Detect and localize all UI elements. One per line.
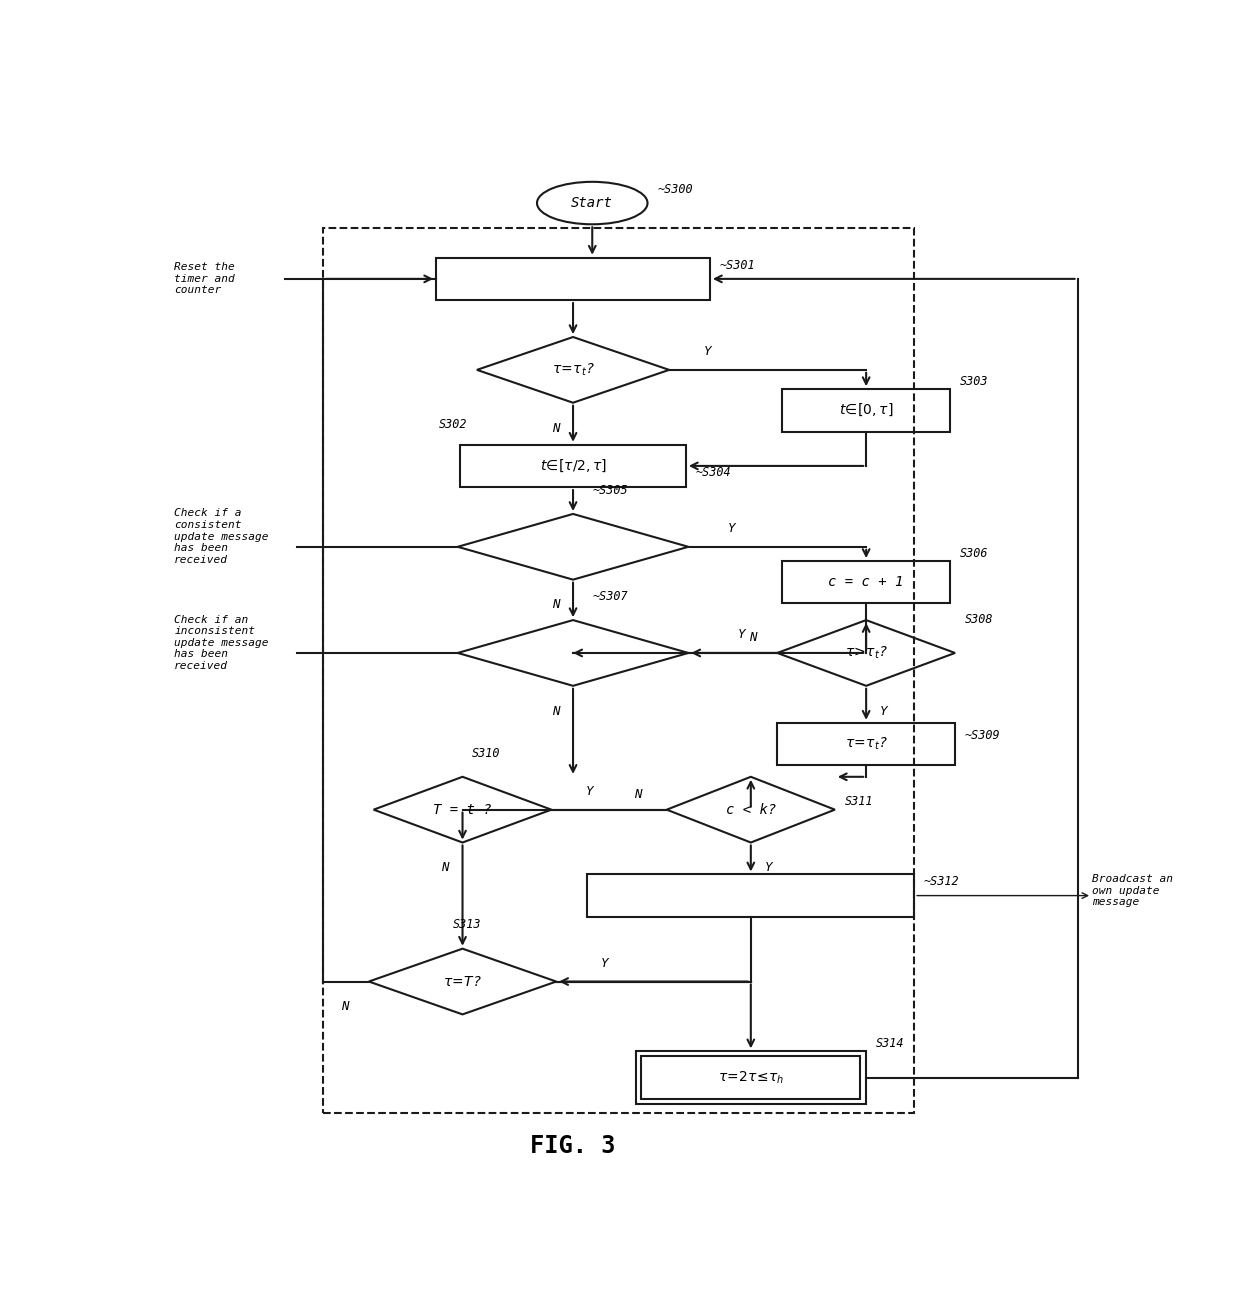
Text: $\tau\!=\!\tau_t$?: $\tau\!=\!\tau_t$?	[844, 735, 888, 752]
Bar	[635, 1052, 866, 1104]
Text: N: N	[552, 599, 559, 612]
Text: Y: Y	[738, 628, 745, 641]
Text: FIG. 3: FIG. 3	[531, 1134, 616, 1158]
Text: ~S309: ~S309	[965, 729, 1001, 742]
Text: Y: Y	[704, 345, 712, 358]
Text: c < k?: c < k?	[725, 802, 776, 817]
Text: Y: Y	[879, 705, 887, 718]
Text: S302: S302	[439, 418, 467, 431]
Text: $\tau\!>\!\tau_t$?: $\tau\!>\!\tau_t$?	[844, 645, 888, 662]
Text: ~S307: ~S307	[593, 590, 627, 603]
Bar	[588, 874, 914, 916]
Bar	[782, 561, 950, 604]
Text: $\tau\!=\!2\tau\!\leq\!\tau_h$: $\tau\!=\!2\tau\!\leq\!\tau_h$	[718, 1069, 784, 1086]
Text: $\tau\!=\!T$?: $\tau\!=\!T$?	[443, 974, 482, 989]
Text: $\tau\!=\!\tau_t$?: $\tau\!=\!\tau_t$?	[552, 361, 594, 378]
Text: S310: S310	[472, 747, 501, 760]
Bar	[641, 1057, 861, 1099]
Text: S314: S314	[875, 1037, 904, 1050]
Text: ~S305: ~S305	[593, 483, 627, 496]
Text: Broadcast an
own update
message: Broadcast an own update message	[1092, 874, 1173, 907]
Bar	[460, 445, 686, 487]
Text: S313: S313	[453, 919, 481, 931]
Text: T = t ?: T = t ?	[433, 802, 492, 817]
Text: N: N	[749, 632, 756, 645]
Text: Check if an
inconsistent
update message
has been
received: Check if an inconsistent update message …	[174, 614, 269, 671]
Text: Start: Start	[572, 196, 614, 210]
Text: $t\!\in\![\tau/2,\tau]$: $t\!\in\![\tau/2,\tau]$	[539, 458, 606, 474]
Text: Check if a
consistent
update message
has been
received: Check if a consistent update message has…	[174, 508, 269, 565]
Text: N: N	[634, 788, 641, 801]
Text: N: N	[552, 705, 559, 718]
Text: S311: S311	[844, 794, 873, 807]
Text: S308: S308	[965, 613, 993, 625]
Text: ~S304: ~S304	[696, 466, 732, 479]
Bar	[782, 389, 950, 432]
Bar	[436, 257, 711, 301]
Text: Reset the
timer and
counter: Reset the timer and counter	[174, 263, 234, 295]
Text: S303: S303	[960, 376, 988, 389]
Text: Y: Y	[587, 785, 594, 798]
Bar	[324, 228, 914, 1113]
Text: c = c + 1: c = c + 1	[828, 575, 904, 590]
Text: Y: Y	[600, 957, 608, 970]
Text: ~S301: ~S301	[719, 259, 755, 272]
Text: N: N	[552, 421, 559, 435]
Text: Y: Y	[764, 861, 771, 874]
Text: ~S300: ~S300	[657, 183, 693, 196]
Bar	[777, 722, 955, 765]
Text: S306: S306	[960, 548, 988, 559]
Text: $t\!\in\![0,\tau]$: $t\!\in\![0,\tau]$	[839, 402, 893, 419]
Text: N: N	[341, 1001, 348, 1014]
Text: N: N	[441, 861, 449, 874]
Text: ~S312: ~S312	[924, 876, 960, 889]
Text: Y: Y	[728, 523, 735, 536]
